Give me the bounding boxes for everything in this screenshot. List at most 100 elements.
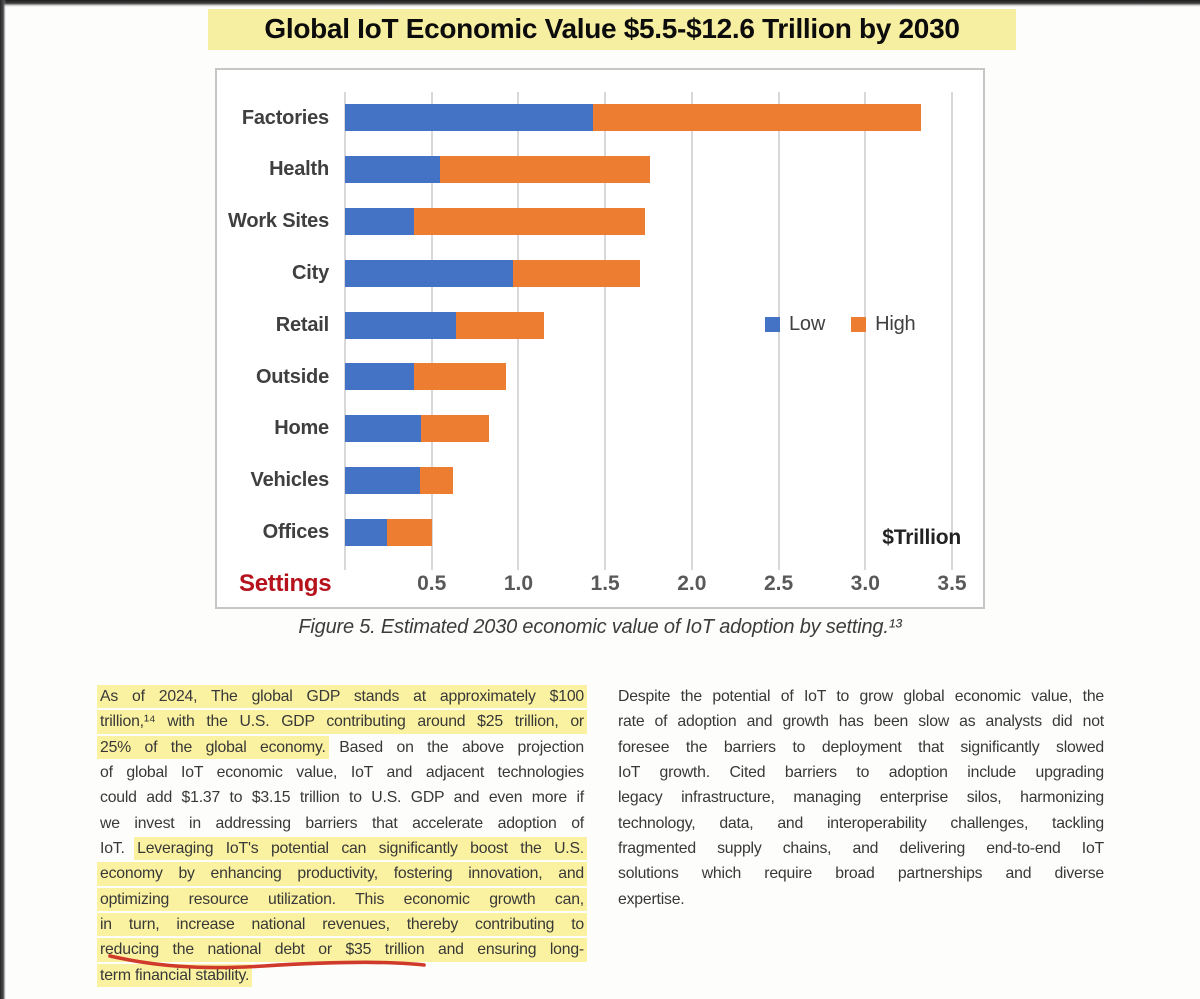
legend-label: Low: [789, 313, 826, 335]
category-axis-title: Settings: [239, 570, 332, 597]
bar-segment-high: [513, 259, 640, 287]
text-line: trillion,¹⁴ with the U.S. GDP contributi…: [97, 709, 587, 734]
category-label: Factories: [241, 106, 329, 129]
category-label: City: [292, 261, 329, 284]
text-line: of global IoT economic value, IoT and ad…: [100, 760, 584, 785]
bar-segment-low: [345, 104, 593, 132]
category-label: Work Sites: [228, 210, 329, 233]
bar-segment-low: [345, 208, 415, 235]
bar-segment-high: [455, 311, 545, 339]
highlighted-text-segment: in turn, increase national revenues, the…: [97, 912, 587, 937]
text-segment: could add $1.37 to $3.15 trillion to U.S…: [100, 789, 584, 807]
body-left-column: As of 2024, The global GDP stands at app…: [97, 684, 587, 988]
text-line: foresee the barriers to deployment that …: [618, 735, 1104, 760]
bar-segment-low: [345, 415, 422, 443]
axis-unit-label: $Trillion: [882, 526, 961, 549]
chart-category-labels: Factories Health Work Sites City Retail Outsi…: [217, 92, 335, 558]
chart-figure: Factories Health Work Sites City Retail Outsi…: [215, 68, 985, 609]
bar-segment-high: [386, 518, 432, 546]
text-line: Despite the potential of IoT to grow glo…: [618, 684, 1104, 709]
highlighted-text-segment: term financial stability.: [97, 963, 253, 987]
text-line: technology, data, and interoperability c…: [618, 811, 1104, 836]
category-label: Home: [274, 417, 329, 440]
bar-row: [345, 104, 921, 132]
bar-segment-low: [345, 363, 415, 391]
scan-edge-left: [0, 0, 6, 999]
bar-segment-low: [345, 518, 387, 546]
x-tick-label: 3.0: [850, 572, 880, 595]
category-label: Offices: [262, 520, 330, 543]
x-tick-label: 0.5: [417, 572, 447, 595]
text-line: IoT. Leveraging IoT's potential can sign…: [100, 836, 587, 861]
legend-item: High: [851, 313, 916, 336]
highlighted-text-segment: Leveraging IoT's potential can significa…: [134, 836, 587, 861]
text-segment: solutions which require broad partnershi…: [618, 865, 1104, 883]
text-line: fragmented supply chains, and delivering…: [618, 836, 1104, 861]
red-underline-annotation: [108, 954, 426, 970]
x-tick-label: 3.5: [937, 572, 967, 595]
text-line: As of 2024, The global GDP stands at app…: [97, 684, 587, 709]
text-segment: Based on the above projection: [325, 738, 584, 756]
highlighted-text-segment: trillion,¹⁴ with the U.S. GDP contributi…: [97, 710, 587, 734]
text-line: solutions which require broad partnershi…: [618, 861, 1104, 886]
text-line: legacy infrastructure, managing enterpri…: [618, 785, 1104, 810]
text-line: we invest in addressing barriers that ac…: [100, 811, 584, 836]
text-line: in turn, increase national revenues, the…: [97, 912, 587, 937]
legend-swatch-icon: [851, 317, 867, 332]
plot-area: [344, 92, 953, 570]
text-line: could add $1.37 to $3.15 trillion to U.S…: [100, 785, 584, 810]
text-line: optimizing resource utilization. This ec…: [97, 887, 587, 912]
chart-legend: Low High: [765, 313, 916, 336]
bar-row: [345, 467, 453, 494]
legend-label: High: [875, 313, 916, 335]
bar-segment-high: [421, 415, 489, 443]
category-label: Outside: [255, 365, 329, 388]
highlighted-text-segment: economy by enhancing productivity, foste…: [97, 862, 587, 886]
bar-row: [345, 208, 646, 235]
bar-segment-high: [414, 363, 507, 391]
legend-swatch-icon: [765, 317, 780, 332]
legend-item: Low: [765, 313, 825, 336]
text-segment: IoT growth. Cited barriers to adoption i…: [618, 764, 1104, 782]
text-line: term financial stability.: [97, 963, 584, 988]
text-segment: we invest in addressing barriers that ac…: [100, 814, 584, 832]
highlighted-text-segment: optimizing resource utilization. This ec…: [97, 887, 587, 911]
x-tick-label: 2.5: [763, 572, 794, 595]
text-segment: technology, data, and interoperability c…: [618, 814, 1104, 832]
gridline: [690, 92, 693, 570]
text-segment: legacy infrastructure, managing enterpri…: [618, 789, 1104, 807]
highlighted-text-segment: As of 2024, The global GDP stands at app…: [97, 684, 587, 709]
text-line: reducing the national debt or $35 trilli…: [97, 937, 587, 962]
x-axis-row: Settings 0.5 1.0 1.5 2.0 2.5 3.0 3.5: [217, 568, 987, 602]
text-line: 25% of the global economy. Based on the …: [97, 735, 584, 760]
category-label: Health: [269, 158, 329, 181]
text-segment: Despite the potential of IoT to grow glo…: [618, 688, 1104, 705]
highlighted-text-segment: reducing the national debt or $35 trilli…: [97, 938, 587, 962]
highlighted-text-segment: 25% of the global economy.: [97, 735, 329, 759]
bar-row: [345, 311, 545, 339]
bar-segment-low: [345, 259, 514, 287]
bar-segment-high: [414, 208, 646, 235]
text-segment: expertise.: [618, 890, 685, 908]
bar-segment-high: [440, 156, 651, 184]
bar-row: [345, 415, 489, 443]
bar-segment-low: [345, 156, 441, 184]
text-line: expertise.: [618, 887, 1104, 912]
x-tick-label: 1.0: [503, 572, 534, 595]
gridline: [951, 92, 953, 570]
text-line: IoT growth. Cited barriers to adoption i…: [618, 760, 1104, 785]
bar-row: [345, 363, 507, 391]
bar-segment-high: [593, 104, 921, 132]
figure-caption: Figure 5. Estimated 2030 economic value …: [298, 616, 902, 638]
scan-edge-top: [0, 0, 1200, 7]
gridline: [604, 92, 607, 570]
text-segment: IoT.: [100, 840, 138, 858]
page-title: Global IoT Economic Value $5.5-$12.6 Tri…: [208, 9, 1016, 50]
text-segment: rate of adoption and growth has been slo…: [618, 713, 1104, 731]
x-tick-label: 2.0: [677, 572, 707, 595]
bar-row: [345, 259, 640, 287]
bar-row: [345, 518, 432, 546]
text-segment: of global IoT economic value, IoT and ad…: [100, 764, 584, 782]
bar-segment-low: [345, 467, 420, 494]
